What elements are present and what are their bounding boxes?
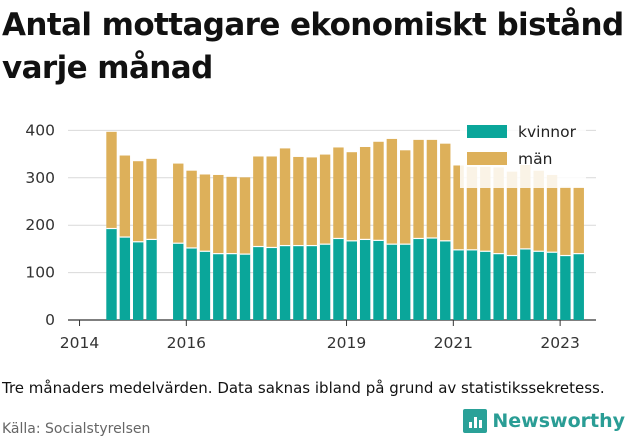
bar-kvinnor bbox=[119, 237, 131, 320]
bar-man bbox=[546, 174, 558, 253]
bar-kvinnor bbox=[253, 246, 264, 320]
bar-man bbox=[226, 176, 237, 254]
bar-man bbox=[359, 146, 371, 240]
bar-kvinnor bbox=[533, 251, 544, 320]
bar-kvinnor bbox=[546, 252, 558, 320]
bar-kvinnor bbox=[173, 243, 184, 320]
bar-man bbox=[146, 158, 157, 240]
bar-man bbox=[386, 138, 398, 245]
newsworthy-logo-icon bbox=[463, 409, 488, 433]
bar-kvinnor bbox=[400, 244, 411, 320]
bar-man bbox=[533, 170, 544, 252]
bar-man bbox=[480, 166, 491, 252]
bar-man bbox=[520, 165, 531, 249]
legend-label-kvinnor: kvinnor bbox=[518, 123, 577, 141]
y-tick-label: 200 bbox=[25, 216, 55, 234]
x-tick-label: 2014 bbox=[60, 334, 99, 352]
bar-kvinnor bbox=[493, 253, 504, 320]
bar-man bbox=[560, 186, 571, 256]
legend: kvinnor män bbox=[460, 118, 586, 188]
bar-man bbox=[266, 156, 277, 248]
bar-kvinnor bbox=[266, 247, 277, 320]
bar-man bbox=[199, 174, 211, 252]
bar-kvinnor bbox=[386, 244, 398, 320]
bar-man bbox=[186, 170, 197, 248]
bar-man bbox=[253, 156, 264, 247]
y-tick-label: 300 bbox=[25, 169, 55, 187]
bar-man bbox=[279, 148, 291, 246]
x-tick-label: 2016 bbox=[167, 334, 206, 352]
bar-man bbox=[346, 152, 357, 241]
bar-man bbox=[119, 155, 131, 238]
bar-man bbox=[173, 163, 184, 244]
footnote: Tre månaders medelvärden. Data saknas ib… bbox=[2, 379, 605, 397]
bar-series bbox=[106, 131, 584, 320]
bar-kvinnor bbox=[426, 237, 438, 320]
y-axis: 0 100 200 300 400 bbox=[25, 121, 55, 329]
bar-kvinnor bbox=[199, 251, 211, 320]
x-tick-label: 2019 bbox=[327, 334, 366, 352]
bar-man bbox=[106, 131, 117, 229]
stacked-bar-chart: 0 100 200 300 400 2014 2016 2019 2021 2023 kvinn… bbox=[25, 118, 596, 352]
bar-kvinnor bbox=[346, 240, 357, 320]
legend-swatch-man bbox=[467, 152, 507, 165]
source-credit: Källa: Socialstyrelsen bbox=[2, 421, 151, 437]
bar-man bbox=[293, 156, 304, 246]
bar-kvinnor bbox=[106, 228, 117, 320]
bar-man bbox=[319, 154, 331, 245]
bar-man bbox=[466, 166, 478, 250]
bar-kvinnor bbox=[279, 245, 291, 320]
bar-kvinnor bbox=[560, 255, 571, 320]
bar-kvinnor bbox=[453, 249, 464, 320]
bar-man bbox=[213, 174, 224, 254]
bar-kvinnor bbox=[133, 241, 144, 320]
x-tick-label: 2023 bbox=[540, 334, 579, 352]
bar-kvinnor bbox=[319, 244, 331, 320]
bar-kvinnor bbox=[413, 238, 424, 320]
bar-man bbox=[506, 171, 518, 256]
bar-kvinnor bbox=[226, 253, 237, 320]
bar-kvinnor bbox=[440, 240, 451, 320]
y-tick-label: 0 bbox=[45, 311, 55, 329]
chart-title: Antal mottagare ekonomiskt bistånd varje… bbox=[2, 7, 624, 86]
bar-man bbox=[440, 143, 451, 241]
bar-man bbox=[413, 139, 424, 239]
x-axis: 2014 2016 2019 2021 2023 bbox=[60, 320, 580, 352]
legend-label-man: män bbox=[518, 150, 552, 168]
bar-kvinnor bbox=[146, 239, 157, 320]
bar-man bbox=[573, 187, 584, 254]
bar-man bbox=[133, 161, 144, 242]
bar-kvinnor bbox=[306, 245, 317, 320]
legend-swatch-kvinnor bbox=[467, 125, 507, 138]
bar-kvinnor bbox=[333, 238, 344, 320]
bar-kvinnor bbox=[239, 254, 251, 320]
bar-kvinnor bbox=[506, 255, 518, 320]
bar-kvinnor bbox=[359, 239, 371, 320]
bar-kvinnor bbox=[520, 248, 531, 320]
bar-man bbox=[373, 141, 384, 241]
bar-man bbox=[239, 177, 251, 255]
bar-man bbox=[426, 139, 438, 238]
x-tick-label: 2021 bbox=[434, 334, 473, 352]
bar-kvinnor bbox=[186, 247, 197, 320]
bar-man bbox=[453, 165, 464, 250]
bar-man bbox=[400, 150, 411, 245]
bar-kvinnor bbox=[373, 240, 384, 320]
bar-kvinnor bbox=[466, 249, 478, 320]
brand-name: Newsworthy bbox=[492, 410, 625, 432]
bar-kvinnor bbox=[573, 253, 584, 320]
bar-man bbox=[333, 147, 344, 239]
y-tick-label: 100 bbox=[25, 264, 55, 282]
bar-kvinnor bbox=[213, 253, 224, 320]
brand-logo: Newsworthy bbox=[463, 409, 625, 433]
bar-kvinnor bbox=[480, 251, 491, 320]
bar-man bbox=[306, 157, 317, 246]
bar-kvinnor bbox=[293, 245, 304, 320]
y-tick-label: 400 bbox=[25, 121, 55, 139]
bar-man bbox=[493, 167, 504, 254]
